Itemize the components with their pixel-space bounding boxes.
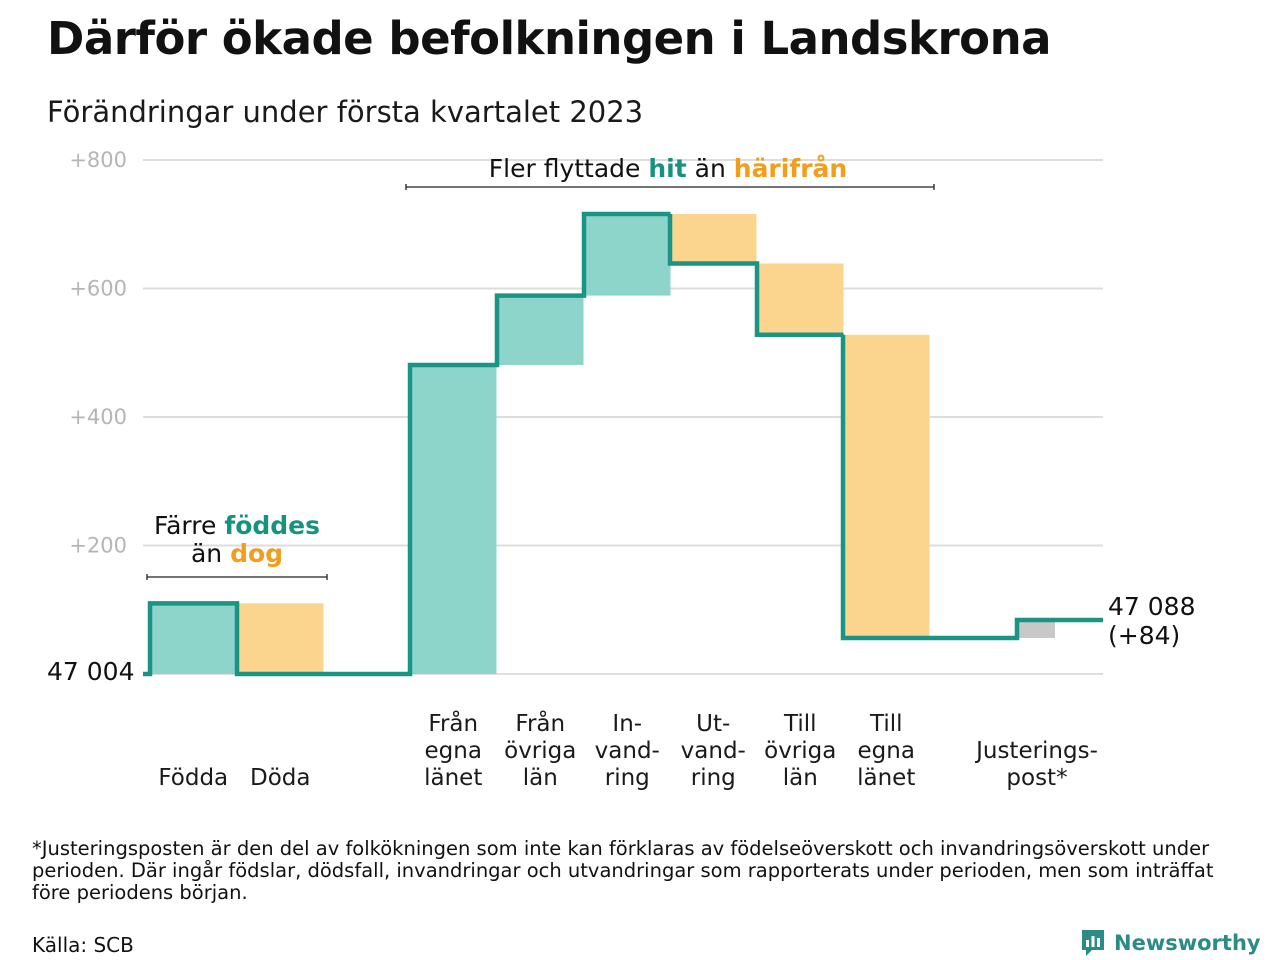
chart-subtitle: Förändringar under första kvartalet 2023 [47, 95, 644, 129]
category-label: In- [612, 711, 642, 737]
bar-increase [584, 213, 671, 296]
brand-name: Newsworthy [1114, 931, 1261, 955]
y-tick-label: +800 [69, 148, 127, 172]
annotation-text: Fler flyttade hit än härifrån [489, 154, 847, 183]
category-label: Till [783, 711, 817, 737]
category-label: vand- [681, 738, 746, 764]
newsworthy-logo-icon [1082, 930, 1104, 956]
category-label: egna [858, 738, 915, 764]
gridlines: +200 +400 +600 +800 [69, 148, 1103, 675]
brand-logo: Newsworthy [1080, 928, 1261, 958]
category-label: övriga [504, 738, 576, 764]
waterfall-chart: +200+400+600+800 Födda DödaFrånegnalänetF… [47, 148, 1195, 791]
category-label: ring [691, 765, 736, 791]
category-label: Ut- [696, 711, 730, 737]
bar-increase [150, 603, 237, 674]
category-label: Från [515, 709, 565, 737]
category-label: Från [428, 709, 478, 737]
end-change-label: (+84) [1108, 621, 1180, 650]
category-label: egna [425, 738, 482, 764]
bars [150, 213, 1055, 674]
level-line [143, 211, 1103, 677]
category-label: län [783, 765, 818, 791]
category-label: vand- [595, 738, 660, 764]
annotation-text: Färre föddes [154, 511, 320, 540]
y-tick-label: +600 [69, 277, 127, 301]
category-label: ring [605, 765, 650, 791]
category-label: länet [424, 765, 482, 791]
category-label: Justerings- [974, 738, 1098, 764]
category-label: post* [1006, 765, 1067, 791]
category-label: länet [857, 765, 915, 791]
y-tick-label: +200 [69, 534, 127, 558]
level-line-group [143, 211, 1103, 677]
category-label: Till [869, 711, 903, 737]
start-value-label: 47 004 [47, 657, 134, 686]
bar-adjustment [1017, 620, 1055, 639]
bar-decrease [843, 334, 930, 639]
category-label: Döda [250, 765, 310, 791]
chart-title: Därför ökade befolkningen i Landskrona [47, 12, 1051, 65]
category-label: Födda [158, 765, 228, 791]
bar-increase [497, 295, 584, 365]
footnote: *Justeringsposten är den del av folkökni… [32, 837, 1214, 904]
bar-decrease [757, 263, 844, 335]
labels: Födda DödaFrånegnalänetFrånövrigalänIn-va… [47, 592, 1195, 791]
annotation-bracket-migration [405, 184, 935, 190]
category-label: län [523, 765, 558, 791]
bar-increase [410, 364, 497, 674]
source-label: Källa: SCB [32, 933, 134, 957]
category-label: övriga [764, 738, 836, 764]
bar-decrease [237, 603, 324, 674]
annotation-text: än dog [191, 539, 283, 568]
y-tick-label: +400 [69, 405, 127, 429]
annotation-bracket-births [146, 574, 328, 580]
bar-decrease [670, 213, 757, 264]
end-value-label: 47 088 [1108, 592, 1195, 621]
